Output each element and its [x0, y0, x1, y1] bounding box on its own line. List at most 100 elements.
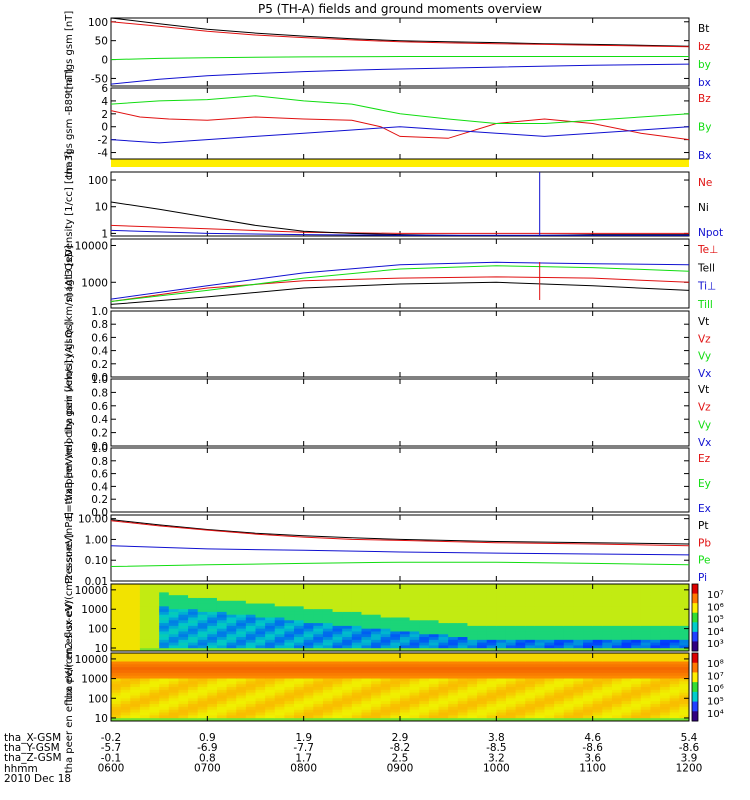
- heatmap-cell: [525, 689, 536, 694]
- heatmap-cell: [486, 628, 497, 632]
- heatmap-cell: [294, 706, 305, 711]
- heatmap-cell: [294, 625, 305, 630]
- heatmap-cell: [660, 634, 671, 638]
- heatmap-cell: [669, 712, 680, 716]
- heatmap-cell: [457, 639, 468, 644]
- heatmap-cell: [303, 645, 314, 649]
- heatmap-cell: [139, 642, 151, 646]
- heatmap-cell: [400, 600, 411, 605]
- heatmap-cell: [467, 695, 478, 699]
- heatmap-cell: [505, 664, 517, 668]
- heatmap-cell: [197, 658, 208, 662]
- y-tick-label: 0.6: [91, 401, 108, 413]
- series-line: [110, 126, 690, 144]
- heatmap-cell: [621, 670, 632, 674]
- heatmap-cell: [236, 678, 247, 682]
- heatmap-cell: [188, 642, 199, 646]
- heatmap-cell: [438, 661, 449, 665]
- heatmap-cell: [496, 642, 507, 646]
- heatmap-cell: [592, 589, 603, 593]
- series-line: [110, 261, 690, 300]
- heatmap-cell: [168, 675, 179, 679]
- heatmap-cell: [303, 695, 314, 699]
- heatmap-cell: [139, 681, 151, 685]
- heatmap-cell: [216, 712, 228, 716]
- heatmap-cell: [467, 706, 478, 711]
- heatmap-cell: [342, 670, 353, 674]
- heatmap-cell: [294, 631, 305, 635]
- heatmap-cell: [159, 642, 170, 646]
- heatmap-cell: [534, 603, 545, 607]
- heatmap-cell: [486, 639, 497, 644]
- heatmap-cell: [168, 592, 179, 596]
- heatmap-cell: [515, 655, 526, 660]
- heatmap-cell: [486, 658, 497, 662]
- heatmap-cell: [448, 687, 459, 691]
- heatmap-cell: [236, 620, 247, 624]
- heatmap-cell: [371, 675, 382, 679]
- heatmap-cell: [486, 661, 497, 665]
- heatmap-cell: [611, 675, 623, 679]
- heatmap-cell: [294, 603, 305, 607]
- heatmap-cell: [428, 661, 440, 665]
- heatmap-cell: [496, 664, 507, 668]
- heatmap-cell: [400, 648, 411, 652]
- legend-entry: Pt: [698, 520, 708, 532]
- heatmap-cell: [496, 586, 507, 591]
- heatmap-cell: [130, 642, 141, 646]
- heatmap-cell: [544, 600, 555, 605]
- heatmap-cell: [457, 672, 468, 677]
- heatmap-cell: [361, 698, 372, 702]
- heatmap-cell: [621, 645, 632, 649]
- heatmap-cell: [409, 600, 420, 605]
- heatmap-cell: [679, 675, 690, 679]
- heatmap-cell: [669, 628, 680, 632]
- heatmap-cell: [457, 631, 468, 635]
- heatmap-cell: [669, 687, 680, 691]
- heatmap-cell: [660, 645, 671, 649]
- heatmap-cell: [621, 658, 632, 662]
- heatmap-cell: [216, 631, 228, 635]
- heatmap-cell: [631, 684, 642, 688]
- heatmap-cell: [207, 661, 218, 665]
- status-bar: [111, 159, 689, 167]
- heatmap-cell: [332, 664, 343, 668]
- heatmap-cell: [486, 584, 497, 588]
- heatmap-cell: [534, 639, 545, 644]
- heatmap-cell: [332, 603, 343, 607]
- heatmap-cell: [265, 661, 276, 665]
- heatmap-cell: [534, 672, 545, 677]
- heatmap-cell: [274, 625, 285, 630]
- heatmap-cell: [342, 631, 353, 635]
- heatmap-cell: [505, 653, 517, 657]
- heatmap-cell: [178, 642, 189, 646]
- heatmap-cell: [409, 620, 420, 624]
- heatmap-cell: [361, 695, 372, 699]
- heatmap-cell: [303, 664, 314, 668]
- heatmap-cell: [207, 712, 218, 716]
- heatmap-cell: [207, 639, 218, 644]
- heatmap-cell: [361, 628, 372, 632]
- heatmap-cell: [351, 684, 362, 688]
- heatmap-cell: [457, 678, 468, 682]
- heatmap-cell: [467, 698, 478, 702]
- heatmap-cell: [679, 672, 690, 677]
- heatmap-cell: [188, 634, 199, 638]
- heatmap-cell: [390, 606, 401, 610]
- heatmap-cell: [448, 672, 459, 677]
- heatmap-cell: [168, 709, 179, 713]
- heatmap-cell: [294, 689, 305, 694]
- heatmap-cell: [486, 600, 497, 605]
- heatmap-cell: [149, 595, 160, 599]
- heatmap-cell: [236, 639, 247, 644]
- heatmap-cell: [669, 625, 680, 630]
- heatmap-cell: [679, 678, 690, 682]
- heatmap-cell: [477, 667, 488, 671]
- heatmap-cell: [515, 648, 526, 652]
- heatmap-cell: [534, 642, 545, 646]
- heatmap-cell: [640, 689, 651, 694]
- heatmap-cell: [168, 718, 179, 722]
- heatmap-cell: [294, 592, 305, 596]
- heatmap-cell: [303, 653, 314, 657]
- heatmap-cell: [477, 595, 488, 599]
